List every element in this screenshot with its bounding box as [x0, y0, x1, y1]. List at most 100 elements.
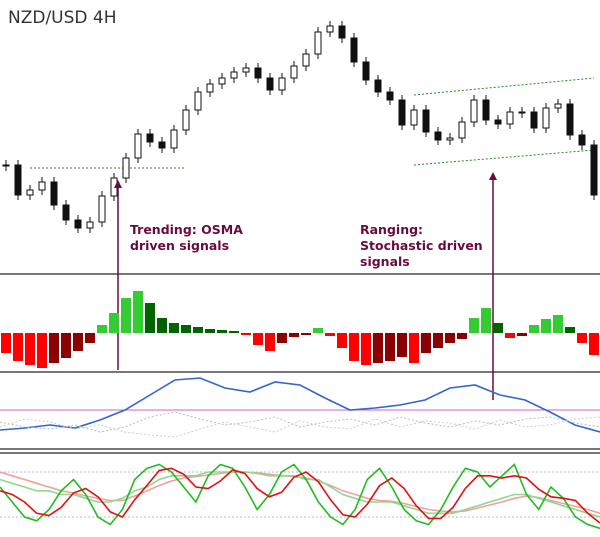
candle — [86, 221, 94, 229]
histogram-bar — [349, 333, 359, 361]
candle — [554, 103, 562, 109]
histogram-bar — [313, 328, 323, 333]
candle — [158, 141, 166, 149]
candle — [74, 219, 82, 229]
histogram-bar — [493, 323, 503, 333]
candle — [134, 133, 142, 159]
histogram-bar — [577, 333, 587, 343]
histogram-bar — [481, 308, 491, 333]
candle — [254, 67, 262, 79]
candle — [14, 164, 22, 196]
candle — [146, 133, 154, 143]
candle — [518, 111, 526, 114]
histogram-bar — [469, 318, 479, 333]
histogram-bar — [229, 331, 239, 333]
indicator-line — [0, 471, 600, 518]
candle — [194, 91, 202, 111]
candle — [50, 181, 58, 206]
candle — [98, 195, 106, 223]
candle — [350, 37, 358, 63]
candle — [482, 99, 490, 121]
candle — [170, 129, 178, 149]
candle — [578, 134, 586, 146]
histogram-bar — [517, 333, 527, 336]
candle — [590, 144, 598, 196]
indicator-line — [0, 377, 600, 433]
histogram-bar — [505, 333, 515, 338]
candle — [446, 137, 454, 141]
candle — [398, 99, 406, 126]
candle — [422, 109, 430, 133]
candle — [302, 53, 310, 67]
annotation: Trending: OSMA driven signals — [130, 222, 243, 253]
histogram-bar — [1, 333, 11, 353]
histogram-bar — [73, 333, 83, 351]
candle — [470, 99, 478, 123]
candle — [338, 25, 346, 39]
histogram-bar — [121, 298, 131, 333]
candle — [458, 121, 466, 139]
histogram-bar — [565, 327, 575, 333]
candle — [182, 109, 190, 131]
histogram-bar — [553, 315, 563, 333]
histogram-bar — [337, 333, 347, 348]
candle — [410, 109, 418, 126]
candle — [206, 83, 214, 93]
candle — [62, 204, 70, 221]
histogram-bar — [541, 319, 551, 333]
histogram-bar — [253, 333, 263, 345]
trend-line — [413, 77, 595, 96]
candle — [314, 31, 322, 55]
histogram-bar — [181, 325, 191, 333]
annotation: Ranging: Stochastic driven signals — [360, 222, 483, 269]
histogram-bar — [289, 333, 299, 337]
histogram-bar — [37, 333, 47, 368]
histogram-bar — [325, 333, 335, 336]
candle — [494, 119, 502, 125]
histogram-bar — [589, 333, 599, 355]
candle — [542, 107, 550, 129]
histogram-bar — [301, 333, 311, 335]
histogram-bar — [109, 313, 119, 333]
histogram-bar — [205, 329, 215, 333]
candle — [122, 157, 130, 179]
histogram-bar — [25, 333, 35, 365]
histogram-bar — [265, 333, 275, 351]
candle — [362, 61, 370, 81]
candle — [326, 25, 334, 33]
panel-borders — [0, 273, 600, 454]
histogram-bar — [457, 333, 467, 339]
candle — [290, 65, 298, 79]
histogram-bar — [133, 291, 143, 333]
histogram-bar — [217, 330, 227, 333]
candle — [38, 181, 46, 191]
candle — [230, 71, 238, 79]
histogram-bar — [373, 333, 383, 363]
arrow-head — [114, 180, 122, 188]
indicator-line — [0, 416, 600, 438]
candle — [2, 164, 10, 167]
indicator-line — [0, 411, 600, 433]
candle — [386, 91, 394, 101]
histogram-bar — [361, 333, 371, 365]
histogram-bar — [193, 327, 203, 333]
histogram-bar — [97, 325, 107, 333]
candle — [218, 77, 226, 85]
histogram-bar — [85, 333, 95, 343]
histogram-bar — [409, 333, 419, 363]
histogram-bar — [433, 333, 443, 348]
histogram-bar — [529, 325, 539, 333]
histogram-bar — [445, 333, 455, 343]
histogram-bar — [169, 323, 179, 333]
candle — [566, 103, 574, 136]
histogram-bar — [397, 333, 407, 357]
histogram-bar — [277, 333, 287, 343]
candle — [266, 77, 274, 91]
candle — [278, 77, 286, 91]
candle — [374, 79, 382, 93]
histogram-bar — [421, 333, 431, 353]
histogram-bar — [385, 333, 395, 361]
arrow-head — [489, 172, 497, 180]
